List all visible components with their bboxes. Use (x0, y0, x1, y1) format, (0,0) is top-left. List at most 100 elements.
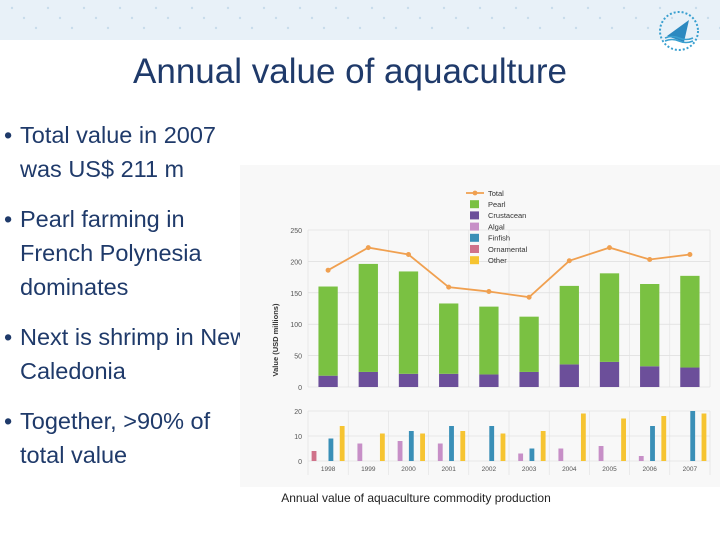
chart-caption: Annual value of aquaculture commodity pr… (281, 491, 551, 505)
bullet-text: Next is shrimp in New Caledonia (20, 324, 248, 384)
bullet-dot-icon: • (4, 122, 13, 148)
x-tick-label: 1999 (361, 466, 376, 473)
bullet-text: Pearl farming in French Polynesia domina… (20, 206, 202, 300)
bar-crustacean (599, 361, 620, 387)
bar-crustacean (519, 371, 539, 387)
bar-crustacean (358, 371, 378, 387)
spc-logo-icon (656, 8, 702, 54)
y-tick-label: 20 (294, 409, 302, 416)
total-point (406, 251, 411, 257)
y-tick-label: 0 (298, 385, 302, 392)
bar-algal (598, 446, 604, 461)
x-tick-label: 2000 (401, 466, 416, 473)
y-tick-label: 50 (294, 354, 302, 361)
x-tick-label: 2004 (562, 466, 577, 473)
bar-algal (638, 456, 644, 461)
bar-crustacean (398, 373, 419, 387)
x-tick-label: 2003 (522, 466, 537, 473)
legend-label: Ornamental (488, 245, 528, 254)
total-line (327, 246, 691, 299)
bar-pearl (318, 286, 338, 376)
bar-finfish (690, 411, 696, 461)
bar-other (460, 431, 466, 461)
bar-crustacean (559, 364, 579, 387)
y-tick-label: 250 (290, 228, 302, 235)
bar-algal (558, 448, 564, 461)
bar-finfish (449, 426, 454, 461)
y-tick-label: 0 (298, 459, 302, 466)
y-tick-label: 100 (290, 322, 302, 329)
bar-pearl (559, 285, 579, 365)
bullet-list: • Total value in 2007 was US$ 211 m • Pear… (4, 118, 254, 488)
legend-swatch-pearl (470, 200, 479, 209)
bar-other (701, 413, 707, 461)
total-point (446, 284, 452, 290)
total-point (607, 245, 612, 251)
legend-label: Algal (488, 222, 505, 231)
x-tick-label: 2002 (482, 466, 497, 473)
y-axis-label: Value (USD millions) (271, 303, 280, 376)
bar-pearl (640, 284, 660, 367)
legend-swatch-algal (470, 222, 479, 231)
bar-pearl (358, 263, 378, 372)
bar-crustacean (439, 373, 459, 387)
bar-pearl (599, 273, 620, 362)
legend-label: Finfish (488, 234, 510, 243)
y-tick-label: 10 (294, 434, 302, 441)
bar-algal (397, 441, 403, 461)
bullet-text: Together, >90% of total value (20, 408, 211, 468)
bar-crustacean (680, 367, 700, 387)
bar-other (580, 413, 586, 461)
y-tick-label: 150 (290, 291, 302, 298)
bar-other (379, 433, 385, 461)
legend-swatch-ornamental (470, 245, 479, 253)
bar-other (339, 426, 345, 461)
bar-finfish (529, 448, 535, 461)
total-point (365, 245, 371, 251)
legend-total-marker (472, 190, 478, 196)
total-point (486, 289, 492, 295)
legend-label: Pearl (488, 200, 506, 209)
bar-finfish (328, 438, 334, 461)
bar-finfish (650, 426, 655, 461)
total-point (325, 267, 331, 273)
bullet-dot-icon: • (4, 206, 13, 232)
bar-pearl (680, 275, 700, 368)
bullet-dot-icon: • (4, 324, 13, 350)
bar-other (540, 431, 546, 461)
legend-label: Other (488, 256, 507, 265)
x-tick-label: 1998 (321, 466, 336, 473)
bar-other (500, 433, 506, 461)
x-tick-label: 2006 (642, 466, 657, 473)
bar-algal (357, 443, 363, 461)
total-point (566, 258, 572, 264)
bar-other (661, 416, 667, 461)
legend-swatch-crustacean (470, 211, 479, 220)
bar-pearl (479, 306, 499, 375)
bullet-item: • Next is shrimp in New Caledonia (4, 320, 254, 388)
x-tick-label: 2007 (683, 466, 698, 473)
bullet-dot-icon: • (4, 408, 13, 434)
total-point (647, 257, 653, 263)
bullet-item: • Total value in 2007 was US$ 211 m (4, 118, 254, 186)
total-point (526, 294, 532, 300)
bullet-item: • Together, >90% of total value (4, 404, 254, 472)
bar-finfish (489, 426, 495, 461)
caption-background (216, 487, 720, 511)
bar-crustacean (479, 374, 499, 387)
bar-crustacean (640, 366, 660, 387)
bar-finfish (408, 431, 414, 461)
legend-swatch-other (470, 256, 479, 265)
slide-title: Annual value of aquaculture (133, 52, 567, 91)
x-tick-label: 2005 (602, 466, 617, 473)
legend-swatch-finfish (470, 233, 479, 242)
x-tick-label: 2001 (441, 466, 456, 473)
legend-label: Total (488, 189, 504, 198)
bar-other (621, 418, 626, 461)
bar-ornamental (311, 451, 317, 461)
y-tick-label: 200 (290, 259, 302, 266)
bullet-item: • Pearl farming in French Polynesia domin… (4, 202, 254, 304)
chart-panel: 250 200 150 100 50 0 20 10 0 1998 1999 2000 2001 2002… (240, 165, 720, 487)
bar-pearl (439, 303, 459, 374)
